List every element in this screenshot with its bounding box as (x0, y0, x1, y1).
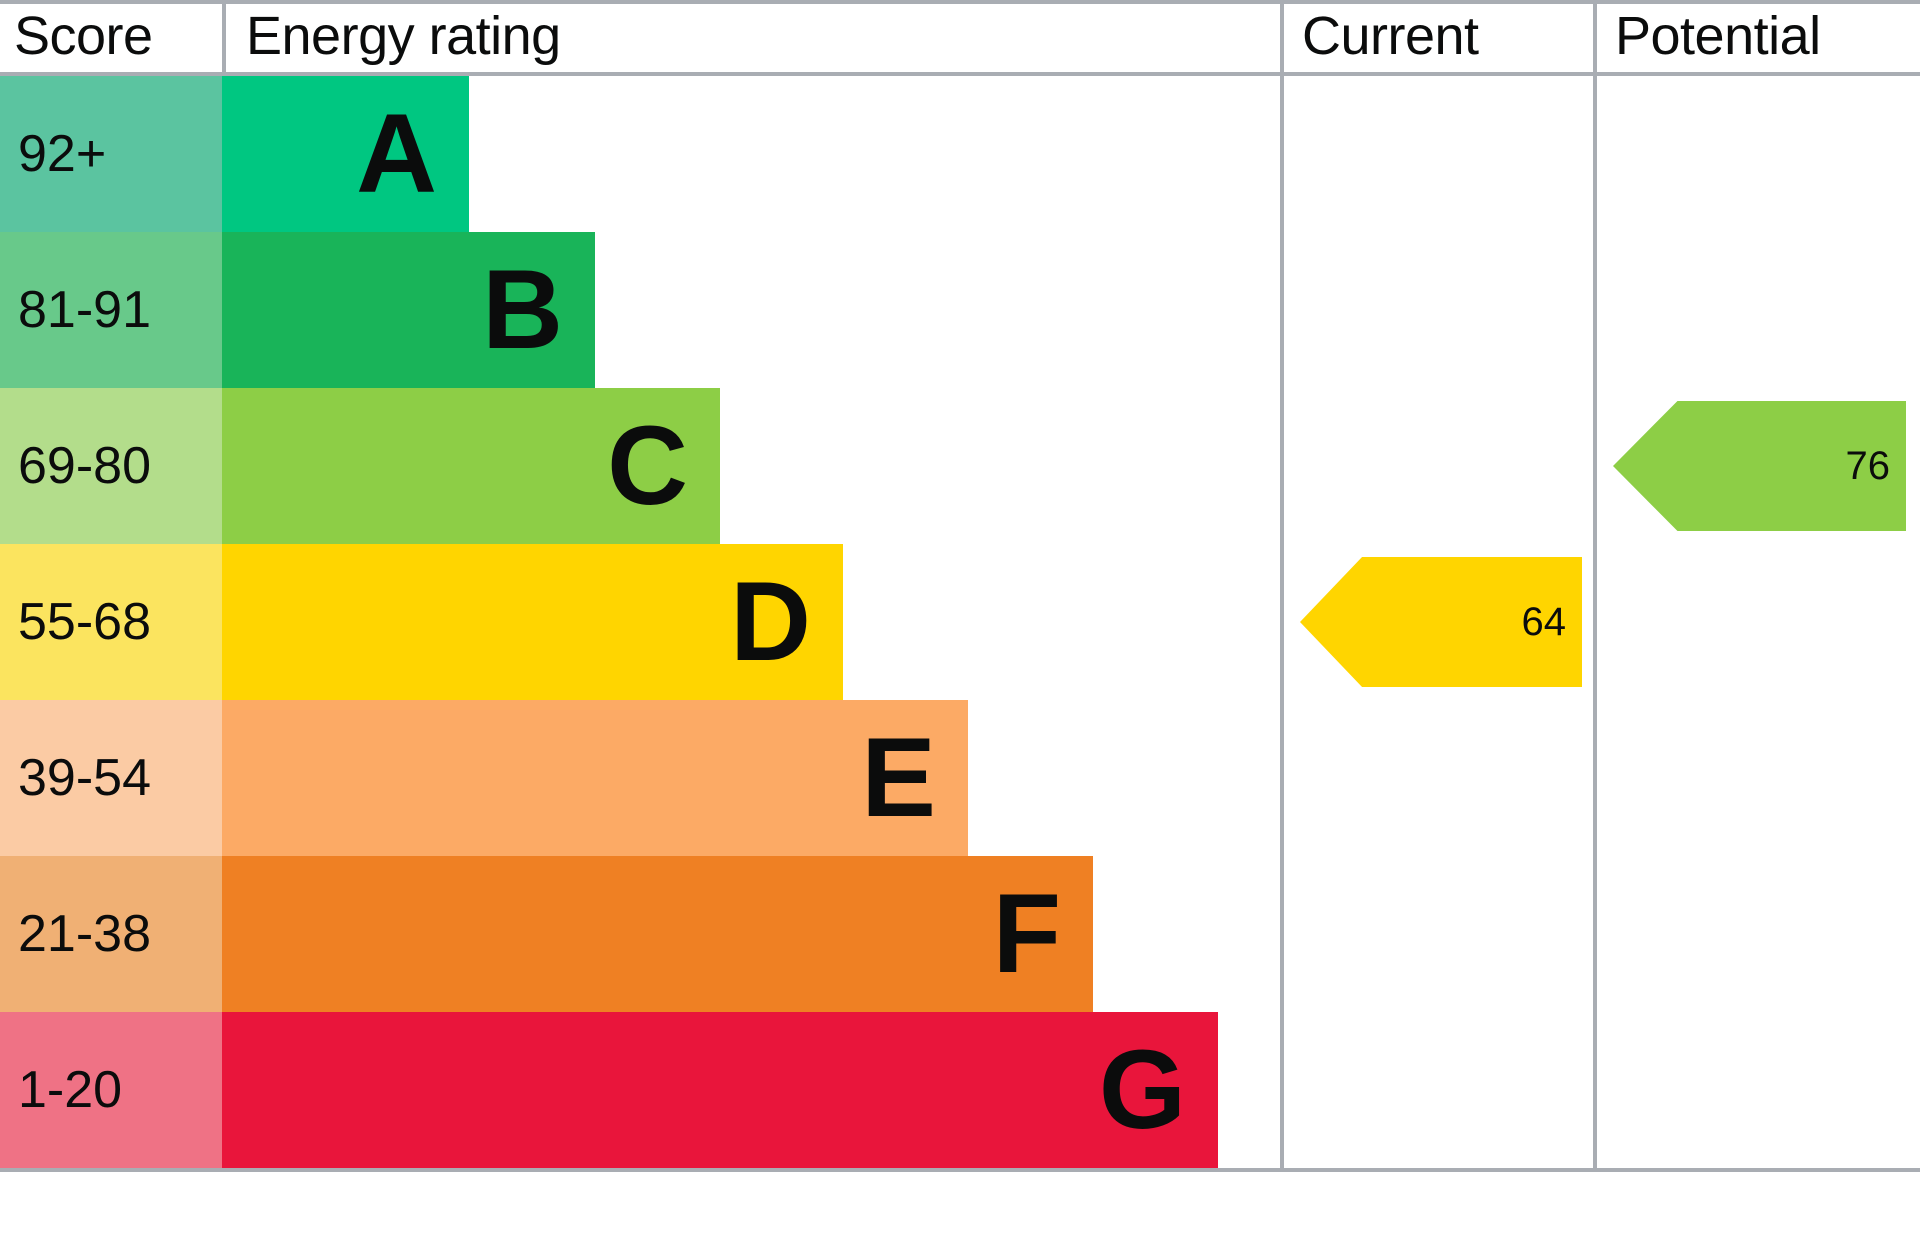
band-bar: A (222, 76, 469, 232)
band-row: 1-20 G (0, 1012, 1280, 1168)
band-row: 21-38 F (0, 856, 1280, 1012)
table-bottom-border (0, 1168, 1920, 1172)
band-row: 69-80 C (0, 388, 1280, 544)
band-row: 81-91 B (0, 232, 1280, 388)
band-score-range: 55-68 (0, 544, 222, 700)
band-row: 39-54 E (0, 700, 1280, 856)
band-score-range: 21-38 (0, 856, 222, 1012)
table-top-border (0, 0, 1920, 4)
potential-column-divider (1593, 0, 1597, 1168)
band-letter: G (1098, 1027, 1186, 1152)
band-bar: C (222, 388, 720, 544)
current-rating-value: 64 (1521, 600, 1567, 644)
header-bottom-border (0, 72, 1920, 76)
band-bar: F (222, 856, 1093, 1012)
column-header-current: Current (1302, 6, 1479, 66)
band-row: 55-68 D (0, 544, 1280, 700)
potential-rating-arrow: 76 (1613, 401, 1906, 531)
band-letter: A (356, 91, 437, 216)
band-score-range: 1-20 (0, 1012, 222, 1168)
band-letter: F (992, 871, 1061, 996)
band-row: 92+ A (0, 76, 1280, 232)
band-score-range: 39-54 (0, 700, 222, 856)
band-letter: E (861, 715, 936, 840)
band-score-range: 92+ (0, 76, 222, 232)
band-bar: E (222, 700, 968, 856)
table-grid (0, 0, 1920, 1172)
band-letter: C (607, 403, 688, 528)
band-letter: D (730, 559, 811, 684)
column-header-rating: Energy rating (246, 6, 561, 66)
band-bar: B (222, 232, 595, 388)
band-bar: D (222, 544, 843, 700)
score-column-divider (222, 0, 226, 72)
current-rating-arrow: 64 (1300, 557, 1582, 687)
column-header-potential: Potential (1615, 6, 1821, 66)
band-letter: B (482, 247, 563, 372)
column-header-score: Score (14, 6, 153, 66)
band-score-range: 69-80 (0, 388, 222, 544)
band-score-range: 81-91 (0, 232, 222, 388)
current-column-divider (1280, 0, 1284, 1168)
band-bar: G (222, 1012, 1218, 1168)
potential-rating-value: 76 (1845, 444, 1891, 488)
